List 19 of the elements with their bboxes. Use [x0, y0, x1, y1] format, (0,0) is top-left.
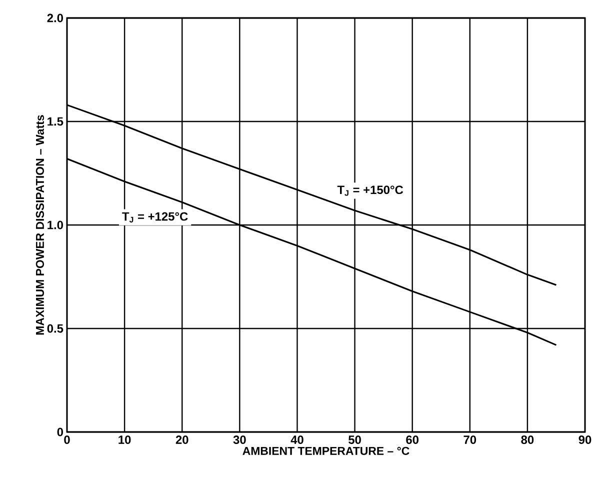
x-tick-label: 80	[521, 436, 534, 444]
x-tick-label: 60	[406, 436, 418, 444]
x-tick-label: 10	[118, 436, 131, 444]
series-label: T$_{J}$ = +150°C	[337, 186, 404, 196]
y-tick-label: 0	[57, 428, 63, 436]
y-tick-label: 0.5	[47, 324, 64, 333]
x-tick-label: 50	[348, 436, 361, 444]
x-tick-label: 70	[464, 436, 476, 444]
y-tick-label: 1.5	[48, 117, 64, 126]
x-tick-label: 0	[64, 436, 70, 444]
y-tick-label: 1.0	[48, 220, 63, 230]
series-label: T$_{J}$ = +125°C	[122, 212, 188, 222]
x-tick-label: 90	[578, 436, 592, 444]
y-axis-title: MAXIMUM POWER DISSIPATION – Watts	[36, 115, 44, 335]
x-tick-label: 20	[176, 436, 188, 444]
y-tick-label: 2.0	[47, 14, 63, 22]
x-tick-label: 30	[233, 436, 246, 444]
x-axis-title: AMBIENT TEMPERATURE – °C	[242, 446, 410, 455]
x-tick-label: 40	[290, 436, 304, 444]
